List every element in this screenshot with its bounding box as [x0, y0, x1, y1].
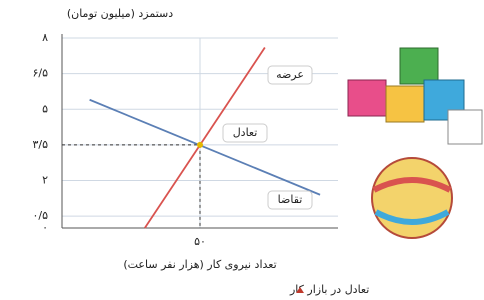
- equilibrium-label: تعادل: [233, 126, 258, 139]
- equilibrium-point: [197, 142, 203, 148]
- decoration: [348, 48, 482, 238]
- y-tick-label: ۳/۵: [32, 138, 48, 151]
- series-label: تقاضا: [278, 193, 303, 206]
- y-tick-label: ۶/۵: [32, 67, 48, 80]
- x-tick-label: ۵۰: [194, 235, 206, 248]
- y-tick-label: ۰: [42, 221, 48, 234]
- y-tick-label: ۸: [42, 31, 48, 44]
- y-axis-label: دستمزد (میلیون تومان): [67, 7, 173, 20]
- x-axis-label: تعداد نیروی کار (هزار نفر ساعت): [123, 258, 276, 271]
- chart: دستمزد (میلیون تومان) تعداد نیروی کار (ه…: [0, 0, 484, 300]
- series-label: عرضه: [276, 68, 304, 81]
- y-tick-label: ۵: [42, 102, 48, 115]
- y-tick-label: ۲: [42, 174, 48, 187]
- y-tick-label: ۰/۵: [32, 209, 48, 222]
